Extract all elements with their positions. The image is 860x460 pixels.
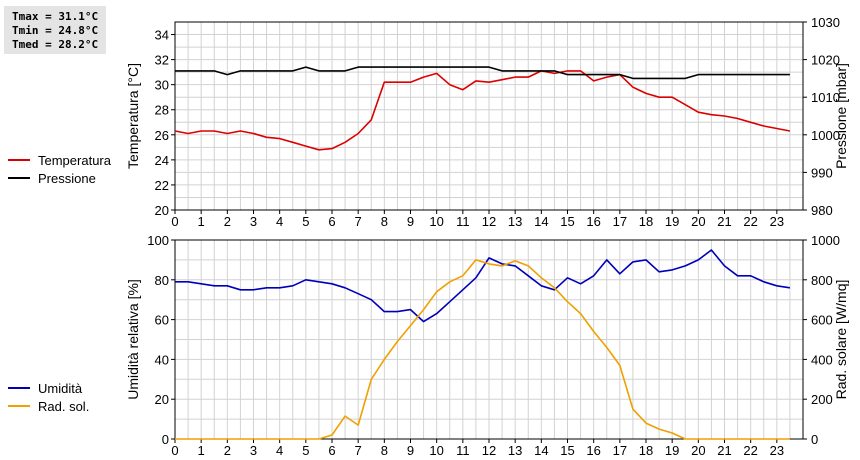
x-tick-label: 7 [355, 443, 362, 458]
left-tick-label: 20 [155, 203, 169, 218]
tmin-stat: Tmin = 24.8°C [12, 24, 99, 37]
x-tick-label: 10 [429, 443, 443, 458]
x-tick-label: 2 [224, 214, 231, 229]
x-tick-label: 21 [717, 443, 731, 458]
x-tick-label: 15 [560, 443, 574, 458]
right-tick-label: 1010 [811, 90, 840, 105]
x-tick-label: 22 [743, 214, 757, 229]
right-tick-label: 1000 [811, 233, 840, 248]
tmed-stat: Tmed = 28.2°C [12, 38, 99, 51]
left-tick-label: 34 [155, 28, 169, 43]
left-tick-label: 80 [155, 273, 169, 288]
x-tick-label: 1 [198, 214, 205, 229]
x-tick-label: 23 [770, 214, 784, 229]
legend-label: Temperatura [38, 153, 112, 168]
right-tick-label: 400 [811, 352, 833, 367]
right-tick-label: 200 [811, 392, 833, 407]
left-axis-label: Temperatura [°C] [125, 63, 141, 169]
right-tick-label: 1000 [811, 128, 840, 143]
right-tick-label: 990 [811, 165, 833, 180]
x-tick-label: 19 [665, 214, 679, 229]
x-tick-label: 8 [381, 443, 388, 458]
tmax-stat: Tmax = 31.1°C [12, 10, 99, 23]
right-tick-label: 800 [811, 273, 833, 288]
x-tick-label: 3 [250, 443, 257, 458]
x-tick-label: 4 [276, 443, 283, 458]
right-tick-label: 1030 [811, 15, 840, 30]
left-tick-label: 60 [155, 313, 169, 328]
x-tick-label: 13 [508, 443, 522, 458]
x-tick-label: 12 [482, 214, 496, 229]
x-tick-label: 22 [743, 443, 757, 458]
x-tick-label: 12 [482, 443, 496, 458]
right-tick-label: 1020 [811, 53, 840, 68]
left-tick-label: 40 [155, 352, 169, 367]
x-tick-label: 17 [613, 214, 627, 229]
left-tick-label: 32 [155, 53, 169, 68]
x-tick-label: 21 [717, 214, 731, 229]
x-tick-label: 20 [691, 443, 705, 458]
x-tick-label: 3 [250, 214, 257, 229]
right-axis-label: Pressione [mbar] [833, 63, 849, 169]
chart-panel-1: 0 1 2 3 4 5 6 7 8 9 10 11 12 13 14 15 16 17 18 19 20 21 22 2320… [8, 15, 849, 229]
x-tick-label: 20 [691, 214, 705, 229]
x-tick-label: 0 [171, 443, 178, 458]
left-axis-label: Umidità relativa [%] [125, 279, 141, 400]
left-tick-label: 100 [147, 233, 169, 248]
x-tick-label: 5 [302, 214, 309, 229]
x-tick-label: 18 [639, 214, 653, 229]
x-tick-label: 17 [613, 443, 627, 458]
x-tick-label: 11 [456, 443, 470, 458]
series-line-temperature [174, 70, 791, 151]
left-tick-label: 20 [155, 392, 169, 407]
left-tick-label: 28 [155, 103, 169, 118]
x-tick-label: 14 [534, 214, 548, 229]
left-tick-label: 30 [155, 78, 169, 93]
x-tick-label: 2 [224, 443, 231, 458]
x-tick-label: 16 [586, 443, 600, 458]
legend-label: Pressione [38, 171, 96, 186]
x-tick-label: 0 [171, 214, 178, 229]
legend-label: Umidità [38, 381, 83, 396]
x-tick-label: 9 [407, 214, 414, 229]
stats-box: Tmax = 31.1°C Tmin = 24.8°C Tmed = 28.2°… [4, 6, 106, 54]
series-line-humidity [175, 249, 791, 323]
left-tick-label: 26 [155, 128, 169, 143]
left-tick-label: 22 [155, 178, 169, 193]
x-tick-label: 10 [429, 214, 443, 229]
x-tick-label: 15 [560, 214, 574, 229]
left-tick-label: 24 [155, 153, 169, 168]
x-tick-label: 11 [456, 214, 470, 229]
chart-panel-2: 0 1 2 3 4 5 6 7 8 9 10 11 12 13 14 15 16 17 18 19 20 21 22 2302… [8, 233, 849, 458]
right-tick-label: 600 [811, 313, 833, 328]
x-tick-label: 9 [407, 443, 414, 458]
x-tick-label: 13 [508, 214, 522, 229]
x-tick-label: 6 [328, 214, 335, 229]
series-line-radiation [175, 259, 790, 440]
series-line-pressure [175, 66, 790, 80]
legend-label: Rad. sol. [38, 399, 89, 414]
x-tick-label: 5 [302, 443, 309, 458]
x-tick-label: 18 [639, 443, 653, 458]
right-tick-label: 980 [811, 203, 833, 218]
x-tick-label: 14 [534, 443, 548, 458]
x-tick-label: 19 [665, 443, 679, 458]
x-tick-label: 16 [586, 214, 600, 229]
right-axis-label: Rad. solare [W/mq] [833, 280, 849, 400]
left-tick-label: 0 [162, 432, 169, 447]
x-tick-label: 23 [770, 443, 784, 458]
x-tick-label: 4 [276, 214, 283, 229]
x-tick-label: 6 [328, 443, 335, 458]
x-tick-label: 8 [381, 214, 388, 229]
x-tick-label: 7 [355, 214, 362, 229]
right-tick-label: 0 [811, 432, 818, 447]
x-tick-label: 1 [198, 443, 205, 458]
